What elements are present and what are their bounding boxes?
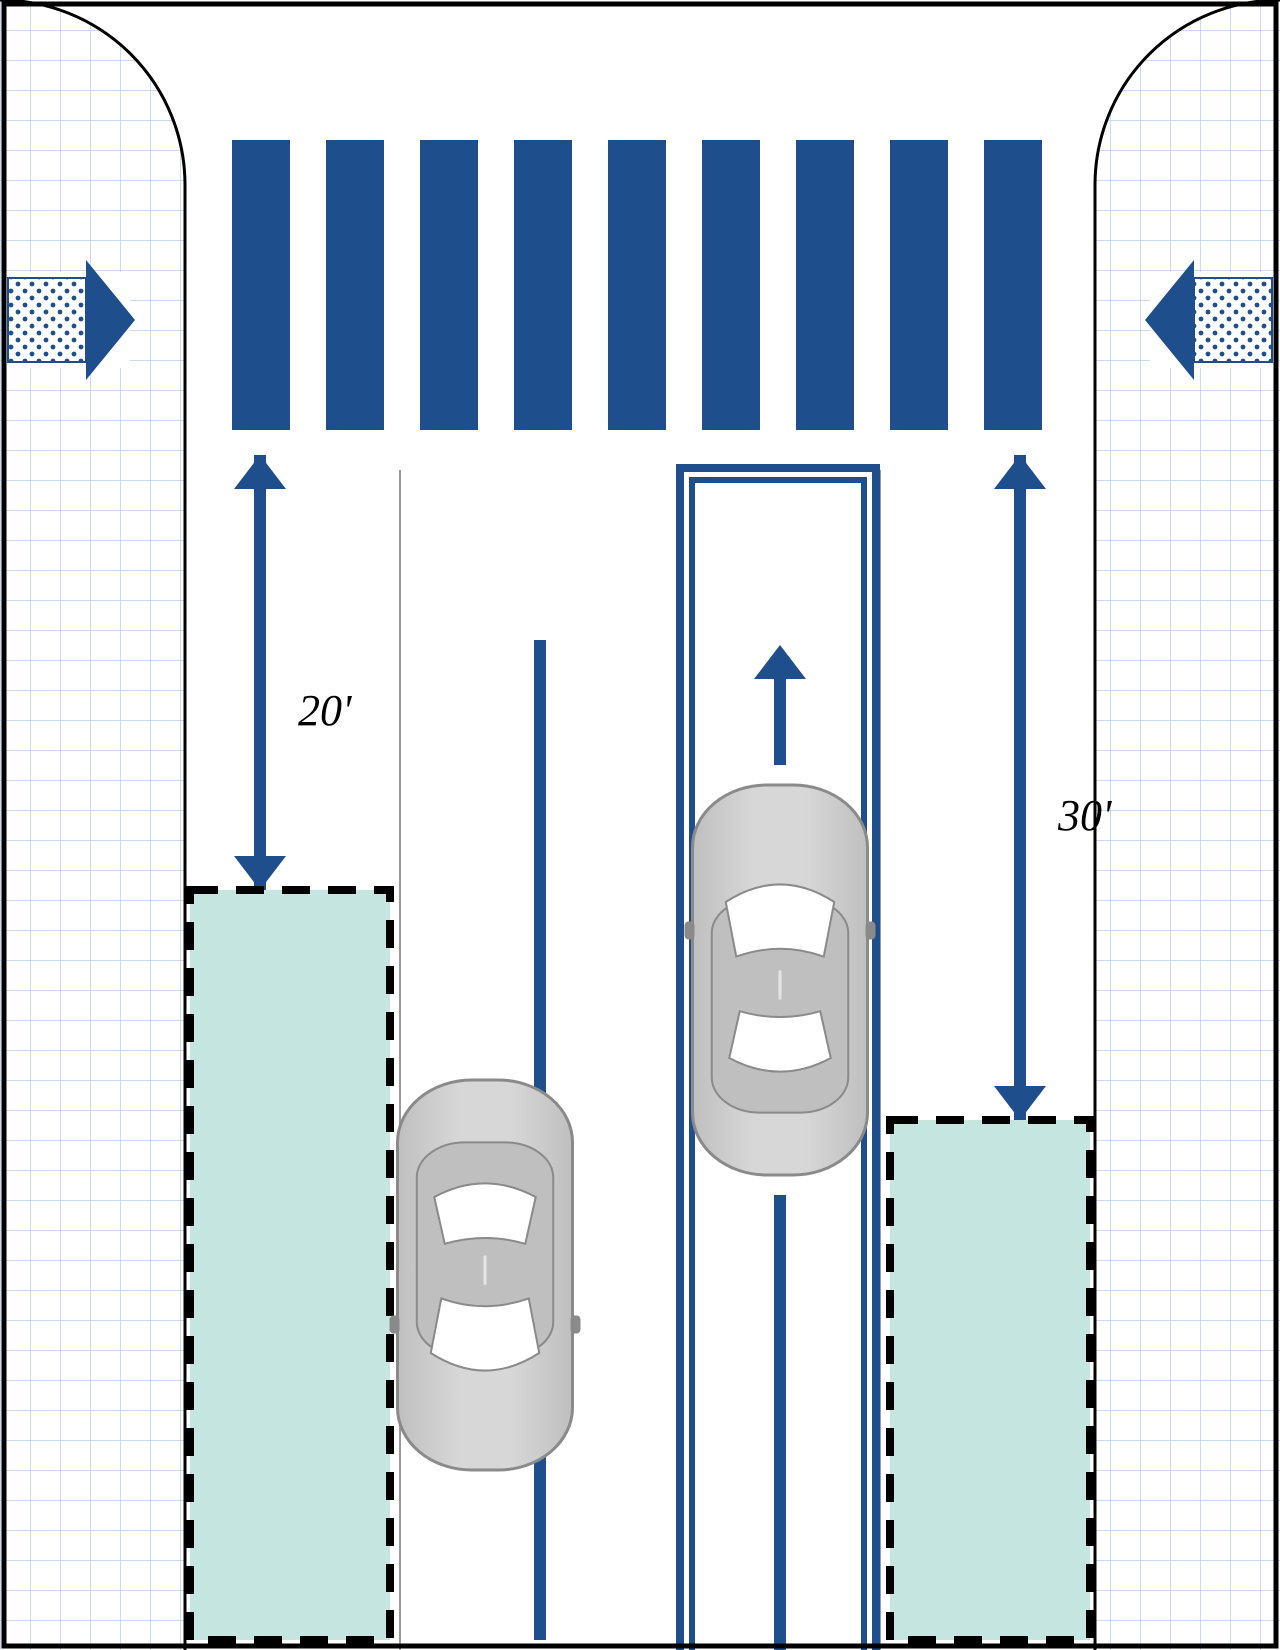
crosswalk-stripe	[514, 140, 572, 430]
car-icon	[685, 785, 876, 1175]
crosswalk-stripe	[608, 140, 666, 430]
ramp-right-pad	[1194, 278, 1272, 362]
dimension-label: 20'	[298, 686, 353, 735]
parking-zone	[890, 1120, 1090, 1640]
crosswalk-stripe	[232, 140, 290, 430]
crosswalk-stripe	[702, 140, 760, 430]
sidewalk-right	[1095, 0, 1280, 1650]
car-icon	[390, 1080, 581, 1470]
ramp-left-pad	[8, 278, 86, 362]
crosswalk-stripe	[890, 140, 948, 430]
crosswalk-stripe	[984, 140, 1042, 430]
crosswalk-stripe	[326, 140, 384, 430]
crosswalk-stripe	[796, 140, 854, 430]
crosswalk-stripe	[420, 140, 478, 430]
dimension-label: 30'	[1057, 791, 1113, 840]
sidewalk-left	[0, 0, 185, 1650]
parking-zone	[190, 890, 390, 1640]
